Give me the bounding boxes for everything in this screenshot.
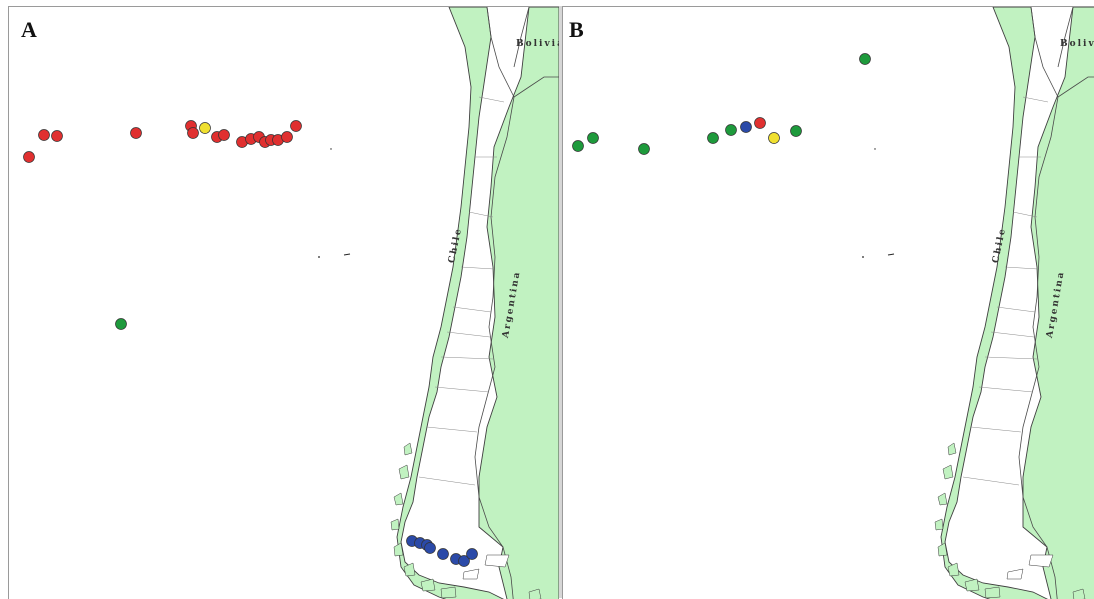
occurrence-point-green	[572, 140, 584, 152]
occurrence-point-green	[859, 53, 871, 65]
label-bolivia: Bolivia	[1060, 39, 1094, 49]
occurrence-points-a	[23, 120, 478, 567]
occurrence-point-yellow	[199, 122, 211, 134]
label-bolivia: Bolivia	[516, 39, 559, 49]
occurrence-point-red	[51, 130, 63, 142]
occurrence-point-green	[725, 124, 737, 136]
map-panel-a: A Bolivia Chile Argentina	[8, 6, 559, 599]
panel-label-b: B	[569, 17, 584, 42]
panel-label-a: A	[21, 17, 37, 42]
occurrence-point-red	[218, 129, 230, 141]
occurrence-point-red	[187, 127, 199, 139]
occurrence-point-red	[754, 117, 766, 129]
occurrence-point-yellow	[768, 132, 780, 144]
occurrence-point-red	[23, 151, 35, 163]
chile-map-a	[23, 7, 559, 599]
map-panel-b: B Bolivia Chile Argentina	[562, 6, 1094, 599]
occurrence-point-blue	[466, 548, 478, 560]
occurrence-point-blue	[437, 548, 449, 560]
occurrence-point-blue	[424, 542, 436, 554]
occurrence-points-b	[572, 53, 871, 155]
chile-map-b	[572, 7, 1094, 599]
panel-divider	[558, 6, 562, 598]
occurrence-point-green	[790, 125, 802, 137]
occurrence-point-green	[707, 132, 719, 144]
occurrence-point-red	[130, 127, 142, 139]
occurrence-point-red	[290, 120, 302, 132]
occurrence-point-green	[638, 143, 650, 155]
occurrence-point-green	[587, 132, 599, 144]
occurrence-point-red	[38, 129, 50, 141]
occurrence-point-red	[281, 131, 293, 143]
occurrence-point-green	[115, 318, 127, 330]
occurrence-point-blue	[458, 555, 470, 567]
occurrence-point-blue	[740, 121, 752, 133]
